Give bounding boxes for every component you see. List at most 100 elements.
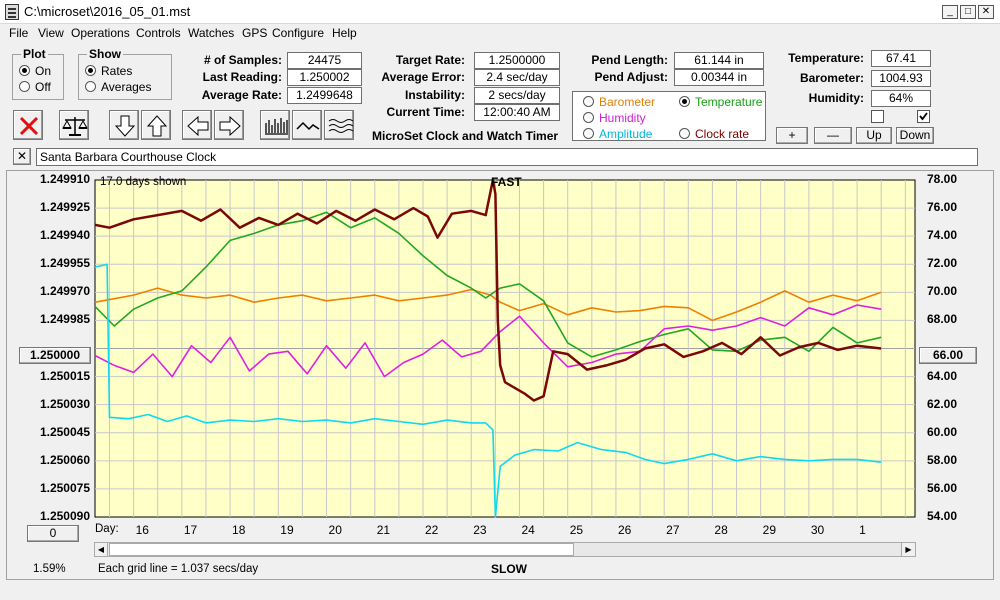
pend-length-label: Pend Length: (591, 53, 668, 67)
left-tick-label: 1.249970 (39, 284, 90, 299)
scroll-right-arrow-icon[interactable]: ▶ (901, 543, 915, 556)
last-reading-label: Last Reading: (202, 70, 282, 84)
left-tick-label: 1.249910 (39, 172, 90, 186)
right-tick-label: 68.00 (926, 312, 957, 327)
series-line-clock-rate (94, 178, 882, 402)
stop-button[interactable] (13, 110, 43, 140)
day-tick-label: 24 (521, 523, 535, 537)
right-tick-label: 62.00 (926, 396, 957, 411)
scroll-left-arrow-icon[interactable]: ◀ (95, 543, 108, 556)
menu-view[interactable]: View (38, 26, 64, 40)
scale-minus-button[interactable]: — (814, 127, 852, 144)
calibrate-button[interactable] (59, 110, 89, 140)
sensor-temperature-radio[interactable]: Temperature (679, 95, 762, 109)
sensor-select-box: Barometer Temperature Humidity Amplitude… (572, 91, 766, 141)
close-window-button[interactable]: ✕ (978, 5, 994, 19)
scroll-left-button[interactable] (182, 110, 212, 140)
pend-adjust-value: 0.00344 in (674, 69, 764, 86)
clock-name-field[interactable]: Santa Barbara Courthouse Clock (36, 148, 978, 166)
samples-label: # of Samples: (203, 53, 282, 67)
right-tick-label: 60.00 (926, 424, 957, 439)
scroll-down-button[interactable] (109, 110, 139, 140)
menu-help[interactable]: Help (332, 26, 357, 40)
checkbox-2[interactable] (917, 110, 930, 123)
left-tick-label: 1.250030 (39, 396, 90, 411)
right-tick-label: 74.00 (926, 228, 957, 243)
average-rate-label: Average Rate: (201, 88, 282, 102)
clear-clock-button[interactable]: ✕ (13, 148, 31, 165)
days-shown-label: 17.0 days shown (100, 176, 187, 188)
grid-note-label: Each grid line = 1.037 secs/day (98, 563, 259, 575)
plot-group: Plot On Off (12, 47, 64, 100)
radio-icon (583, 112, 594, 123)
chart-svg (94, 178, 916, 518)
temperature-label: Temperature: (788, 51, 864, 65)
wave-lines-icon (328, 119, 354, 133)
pend-length-value: 61.144 in (674, 52, 764, 69)
show-rates-radio[interactable]: Rates (85, 64, 132, 78)
center-rate-button[interactable]: 1.250000 (19, 347, 91, 364)
right-tick-label: 70.00 (926, 284, 957, 299)
bottom-left-value-button[interactable]: 0 (27, 525, 79, 542)
right-tick-label: 72.00 (926, 256, 957, 271)
day-tick-label: 22 (425, 523, 439, 537)
right-tick-label: 78.00 (926, 172, 957, 186)
checkbox-1[interactable] (871, 110, 884, 123)
left-tick-label: 1.250060 (39, 452, 90, 467)
sensor-barometer-radio[interactable]: Barometer (583, 95, 655, 109)
series-line-humidity (94, 304, 882, 378)
scroll-right-button[interactable] (214, 110, 244, 140)
bar-view-button[interactable] (260, 110, 290, 140)
menu-watches[interactable]: Watches (188, 26, 235, 40)
scale-down-button[interactable]: Down (896, 127, 934, 144)
time-scrollbar[interactable]: ◀ ▶ (94, 542, 916, 557)
menu-file[interactable]: File (9, 26, 29, 40)
balance-scale-icon (62, 117, 88, 136)
show-averages-radio[interactable]: Averages (85, 80, 151, 94)
series-line-barometer (94, 287, 882, 322)
scale-plus-button[interactable]: + (776, 127, 808, 144)
day-tick-label: 27 (666, 523, 680, 537)
app-icon[interactable] (5, 4, 19, 20)
right-tick-label: 56.00 (926, 480, 957, 495)
arrow-right-icon (219, 115, 241, 137)
day-prefix-label: Day: (95, 523, 119, 535)
day-tick-label: 23 (473, 523, 487, 537)
window-title: C:\microset\2016_05_01.mst (24, 4, 191, 19)
bar-graph-icon (265, 118, 288, 135)
red-x-icon (19, 116, 39, 136)
left-tick-label: 1.249985 (39, 312, 90, 327)
plot-off-radio[interactable]: Off (19, 80, 51, 94)
center-temperature-button[interactable]: 66.00 (919, 347, 977, 364)
day-tick-label: 17 (183, 523, 198, 537)
target-rate-value: 1.2500000 (474, 52, 560, 69)
average-rate-value: 1.2499648 (287, 87, 362, 104)
title-bar: C:\microset\2016_05_01.mst _ □ ✕ (0, 0, 1000, 24)
sensor-humidity-radio[interactable]: Humidity (583, 111, 646, 125)
menu-operations[interactable]: Operations (71, 26, 130, 40)
arrow-up-icon (146, 115, 168, 137)
pend-adjust-label: Pend Adjust: (594, 70, 668, 84)
right-tick-label: 58.00 (926, 452, 957, 467)
scale-up-button[interactable]: Up (856, 127, 892, 144)
temperature-value: 67.41 (871, 50, 931, 67)
plot-on-radio[interactable]: On (19, 64, 51, 78)
menu-gps[interactable]: GPS (242, 26, 268, 40)
menu-controls[interactable]: Controls (136, 26, 181, 40)
series-line-amplitude (94, 263, 882, 518)
radio-selected-icon (19, 65, 30, 76)
sensor-amplitude-radio[interactable]: Amplitude (583, 127, 652, 141)
maximize-button[interactable]: □ (960, 5, 976, 19)
left-tick-label: 1.250045 (39, 424, 90, 439)
sensor-clockrate-radio[interactable]: Clock rate (679, 127, 749, 141)
day-tick-label: 28 (714, 523, 728, 537)
arrow-left-icon (187, 115, 209, 137)
scroll-up-button[interactable] (141, 110, 171, 140)
line-view-button[interactable] (292, 110, 322, 140)
menu-configure[interactable]: Configure (272, 26, 325, 40)
left-tick-label: 1.249940 (39, 228, 90, 243)
scrollbar-thumb[interactable] (109, 543, 574, 556)
smooth-view-button[interactable] (324, 110, 354, 140)
day-tick-label: 30 (810, 523, 825, 537)
minimize-button[interactable]: _ (942, 5, 958, 19)
